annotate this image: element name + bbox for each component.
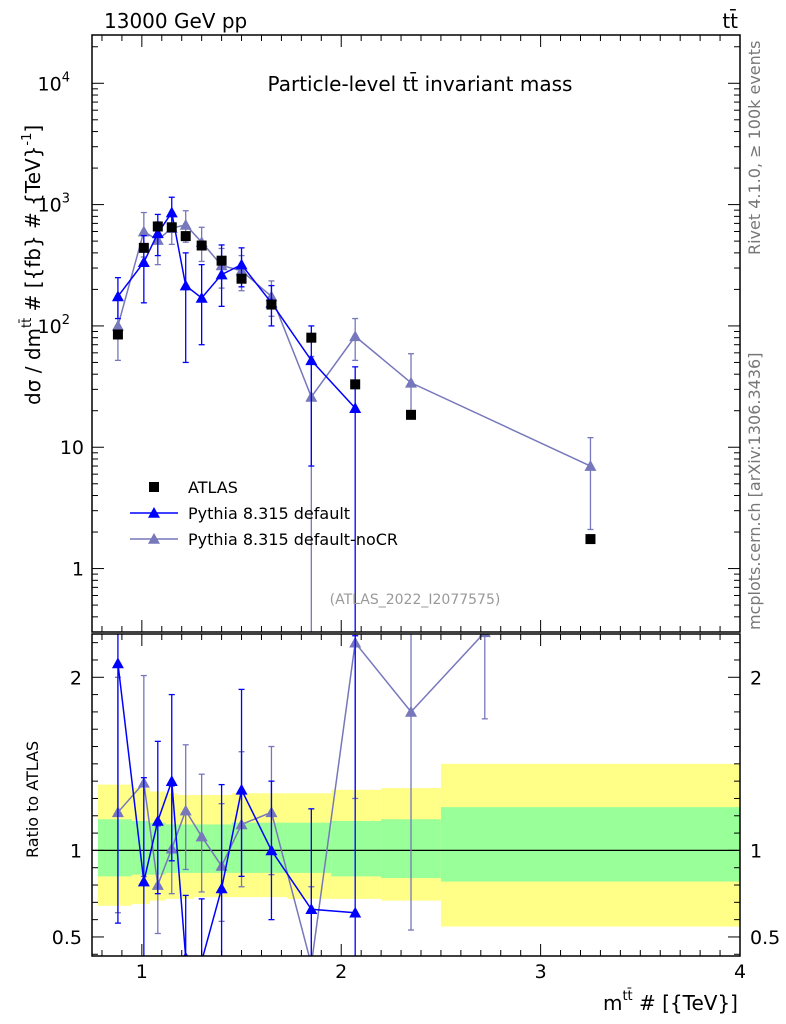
pythia-8-315-default-nocr-point	[111, 319, 124, 331]
atlas-point	[306, 332, 317, 343]
legend-marker-pythia-8-315-default	[148, 507, 160, 518]
atlas-point	[196, 240, 207, 251]
pythia-8-315-default-point	[165, 206, 178, 218]
legend-marker-pythia-8-315-default-nocr	[148, 533, 160, 544]
ratio-y-tick-label-left: 1	[70, 840, 82, 862]
atlas-point	[236, 273, 247, 284]
inner-band-bin	[231, 822, 258, 873]
pythia-8-315-default-point	[151, 227, 164, 239]
legend-marker-atlas	[149, 482, 159, 492]
pythia-8-315-default-point	[137, 875, 150, 887]
atlas-point	[152, 221, 163, 232]
pythia-8-315-default-point	[195, 291, 208, 303]
pythia-8-315-default-nocr-point	[584, 460, 597, 471]
main-y-tick-label: 10	[60, 437, 84, 459]
pythia-8-315-default-point	[111, 657, 124, 669]
rivet-version-label: Rivet 4.1.0, ≥ 100k events	[745, 41, 764, 255]
pythia-8-315-default-nocr-line	[117, 224, 591, 467]
pythia-8-315-default-nocr-point	[349, 330, 362, 342]
ratio-y-tick-label-right: 0.5	[750, 927, 780, 949]
legend-label-atlas: ATLAS	[188, 478, 238, 497]
pythia-8-315-default-point	[305, 903, 318, 915]
atlas-point	[166, 222, 177, 233]
inner-band-bin	[131, 820, 150, 875]
pythia-8-315-default-point	[215, 882, 228, 894]
pythia-8-315-default-point	[183, 951, 189, 956]
pythia-8-315-default-point	[165, 775, 178, 786]
ratio-y-axis-label: Ratio to ATLAS	[23, 741, 42, 858]
main-y-tick-label: 103	[38, 192, 70, 217]
atlas-point	[216, 255, 227, 266]
pythia-8-315-default-point	[349, 402, 362, 413]
atlas-point	[138, 242, 149, 253]
ratio-y-tick-label-left: 0.5	[52, 927, 82, 949]
pythia-8-315-default-line	[117, 663, 356, 956]
pythia-8-315-default-nocr-point	[405, 376, 418, 388]
process-label: tt̄	[722, 8, 738, 33]
pythia-8-315-default-point	[235, 258, 248, 270]
pythia-8-315-default-nocr-point	[137, 225, 150, 237]
mcplots-label: mcplots.cern.ch [arXiv:1306.3436]	[745, 353, 764, 630]
pythia-8-315-default-point	[349, 906, 362, 918]
main-y-tick-label: 1	[72, 559, 84, 581]
inner-band-bin	[193, 824, 212, 873]
pythia-8-315-default-point	[151, 814, 164, 826]
energy-label: 13000 GeV pp	[104, 9, 247, 33]
ratio-uncertainty-bands	[92, 763, 740, 927]
pythia-8-315-default-point	[265, 844, 278, 856]
x-tick-label: 3	[535, 961, 547, 983]
pythia-8-315-default-nocr-point	[305, 959, 317, 970]
x-axis-label: mtt̄ # [{TeV}]	[603, 989, 738, 1015]
pythia-8-315-default-nocr-point	[179, 804, 192, 816]
pythia-8-315-default-nocr-point	[405, 705, 418, 717]
ratio-y-tick-label-right: 2	[750, 667, 762, 689]
inner-band-bin	[287, 822, 332, 873]
main-y-tick-label: 102	[38, 313, 70, 338]
pythia-8-315-default-nocr-point	[179, 218, 192, 230]
analysis-label: (ATLAS_2022_I2077575)	[330, 592, 501, 608]
ratio-y-tick-label-left: 2	[70, 667, 82, 689]
inner-band-bin	[440, 807, 740, 882]
atlas-point	[585, 534, 596, 545]
pythia-8-315-default-point	[215, 268, 228, 280]
main-y-tick-label: 104	[38, 70, 70, 95]
pythia-8-315-default-point	[179, 279, 192, 291]
pythia-8-315-default-nocr-point	[478, 634, 491, 638]
x-tick-label: 1	[136, 961, 148, 983]
inner-band-bin	[331, 820, 382, 877]
ratio-series	[111, 634, 491, 970]
legend-label-pythia-8-315-default: Pythia 8.315 default	[188, 504, 350, 523]
atlas-point	[406, 409, 417, 420]
legend-label-pythia-8-315-default-nocr: Pythia 8.315 default-noCR	[188, 530, 398, 549]
ratio-plot-frame	[91, 633, 741, 957]
atlas-point	[350, 379, 361, 390]
pythia-8-315-default-point	[201, 955, 203, 956]
pythia-8-315-default-nocr-point	[195, 830, 208, 842]
pythia-8-315-default-point	[235, 783, 248, 795]
ratio-y-tick-label-right: 1	[750, 840, 762, 862]
pythia-8-315-default-point	[111, 290, 124, 302]
main-y-axis-label: dσ / dmtt̄ # [{fb} # {TeV}-1]	[20, 125, 45, 405]
main-series	[111, 196, 597, 632]
atlas-point	[180, 231, 191, 242]
pythia-8-315-default-line	[117, 210, 356, 409]
atlas-point	[112, 329, 123, 340]
atlas-point	[266, 299, 277, 310]
pythia-8-315-default-point	[305, 354, 318, 366]
x-tick-label: 4	[734, 961, 746, 983]
pythia-8-315-default-point	[137, 256, 150, 268]
x-tick-label: 2	[335, 961, 347, 983]
inner-band-bin	[97, 819, 132, 877]
main-plot-frame	[91, 34, 741, 633]
main-chart-title: Particle-level tt̄ invariant mass	[268, 71, 573, 96]
legend: ATLAS Pythia 8.315 default Pythia 8.315 de…	[130, 478, 398, 549]
